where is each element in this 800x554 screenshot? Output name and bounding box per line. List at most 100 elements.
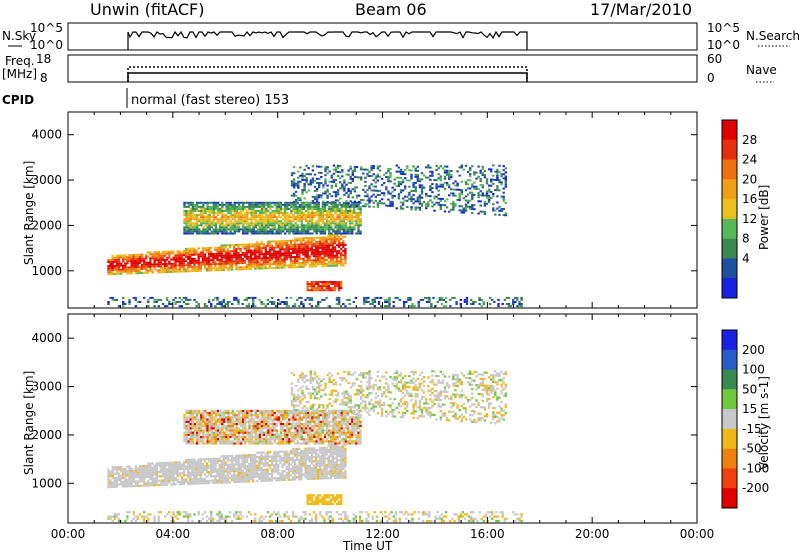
- echo-cell: [402, 301, 406, 303]
- echo-cell: [130, 272, 133, 275]
- echo-cell: [331, 260, 335, 263]
- echo-cell: [168, 481, 171, 484]
- echo-cell: [340, 218, 343, 221]
- echo-cell: [473, 187, 476, 190]
- echo-cell: [450, 170, 453, 172]
- echo-cell: [487, 184, 491, 187]
- echo-cell: [291, 262, 295, 265]
- echo-cell: [420, 172, 424, 175]
- echo-cell: [223, 232, 226, 235]
- echo-cell: [187, 249, 190, 252]
- nave-tick-top: 60: [707, 52, 722, 66]
- echo-cell: [266, 267, 270, 270]
- echo-cell: [281, 248, 284, 251]
- echo-cell: [473, 193, 476, 196]
- echo-cell: [147, 471, 150, 474]
- echo-cell: [425, 205, 428, 208]
- echo-cell: [161, 468, 165, 471]
- echo-cell: [520, 305, 523, 308]
- echo-cell: [296, 260, 299, 262]
- echo-cell: [330, 203, 333, 206]
- echo-cell: [320, 171, 323, 174]
- echo-cell: [277, 240, 280, 243]
- echo-cell: [195, 261, 198, 264]
- echo-cell: [285, 258, 288, 261]
- echo-cell: [262, 265, 265, 268]
- echo-cell: [249, 267, 253, 270]
- echo-cell: [291, 249, 295, 252]
- echo-cell: [335, 264, 339, 267]
- echo-cell: [178, 301, 181, 303]
- echo-cell: [166, 305, 169, 308]
- echo-cell: [333, 283, 337, 285]
- echo-cell: [252, 305, 255, 308]
- echo-cell: [210, 460, 213, 463]
- echo-cell: [242, 224, 245, 227]
- echo-cell: [172, 463, 175, 466]
- echo-cell: [306, 456, 309, 459]
- echo-cell: [262, 247, 265, 249]
- echo-cell: [225, 216, 228, 219]
- echo-cell: [170, 463, 173, 466]
- echo-cell: [262, 451, 265, 454]
- echo-cell: [332, 220, 335, 223]
- echo-cell: [321, 259, 324, 261]
- echo-cell: [155, 462, 158, 465]
- echo-cell: [349, 214, 352, 217]
- echo-cell: [115, 270, 119, 273]
- echo-cell: [272, 451, 276, 454]
- echo-cell: [328, 214, 331, 217]
- echo-cell: [365, 301, 368, 303]
- echo-cell: [228, 454, 232, 458]
- echo-cell: [214, 479, 217, 482]
- echo-cell: [237, 208, 241, 210]
- echo-cell: [176, 478, 179, 481]
- echo-cell: [250, 214, 253, 217]
- echo-cell: [325, 296, 328, 299]
- echo-cell: [336, 210, 339, 212]
- echo-cell: [284, 212, 287, 214]
- echo-cell: [235, 480, 238, 483]
- echo-cell: [388, 296, 391, 299]
- echo-cell: [333, 465, 337, 469]
- echo-cell: [300, 222, 304, 225]
- echo-cell: [318, 194, 321, 197]
- echo-cell: [235, 230, 239, 233]
- echo-cell: [310, 281, 314, 283]
- power-frame: [67, 111, 698, 309]
- echo-cell: [176, 260, 179, 263]
- echo-cell: [483, 202, 487, 205]
- echo-cell: [263, 228, 266, 231]
- echo-cell: [308, 475, 311, 478]
- echo-cell: [228, 459, 232, 462]
- echo-cell: [132, 260, 135, 263]
- echo-cell: [277, 201, 281, 204]
- echo-cell: [203, 458, 207, 461]
- echo-cell: [208, 232, 211, 235]
- echo-cell: [335, 461, 339, 464]
- echo-cell: [157, 269, 160, 272]
- echo-cell: [311, 214, 314, 217]
- echo-cell: [189, 230, 192, 233]
- echo-cell: [334, 168, 338, 171]
- echo-cell: [189, 431, 192, 434]
- echo-cell: [353, 208, 356, 210]
- echo-cell: [312, 253, 316, 256]
- echo-cell: [401, 179, 405, 182]
- echo-cell: [319, 477, 322, 480]
- echo-cell: [145, 471, 148, 474]
- echo-cell: [182, 262, 186, 265]
- echo-cell: [336, 199, 340, 202]
- echo-cell: [482, 301, 485, 303]
- echo-cell: [502, 195, 505, 198]
- echo-cell: [360, 168, 363, 171]
- echo-cell: [300, 467, 303, 470]
- echo-cell: [317, 251, 320, 253]
- echo-cell: [262, 477, 265, 480]
- echo-cell: [494, 209, 497, 212]
- echo-cell: [275, 208, 278, 210]
- echo-cell: [109, 267, 112, 270]
- echo-cell: [235, 296, 238, 299]
- echo-cell: [208, 267, 211, 270]
- echo-cell: [136, 469, 140, 472]
